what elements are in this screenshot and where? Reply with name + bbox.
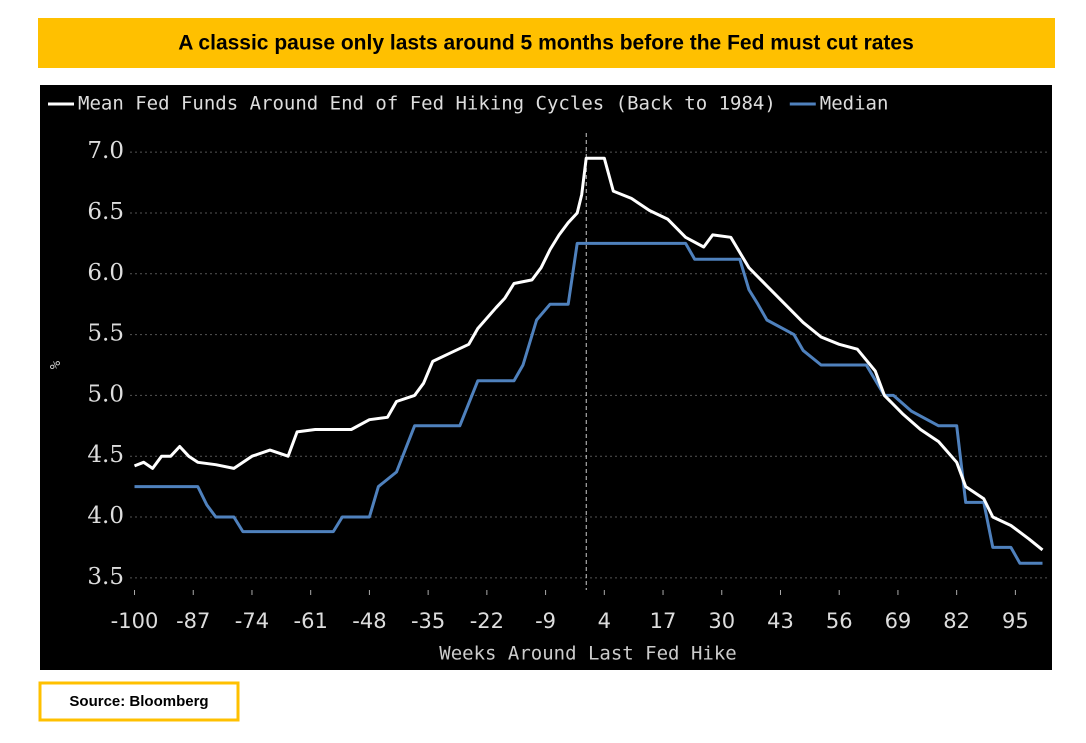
series-line xyxy=(133,156,1044,552)
x-tick-label: 17 xyxy=(650,609,677,633)
legend-label: Median xyxy=(820,93,889,115)
x-tick-label: 4 xyxy=(598,609,611,633)
x-tick-label: 69 xyxy=(885,609,912,633)
x-tick-label: -48 xyxy=(352,609,386,633)
x-tick-label: 43 xyxy=(767,609,794,633)
x-axis-label: Weeks Around Last Fed Hike xyxy=(439,643,736,665)
y-tick-label: 4.0 xyxy=(87,503,124,529)
y-tick-label: 6.5 xyxy=(87,199,124,225)
x-tick-label: 82 xyxy=(943,609,970,633)
y-tick-label: 7.0 xyxy=(87,138,124,164)
x-tick-label: 30 xyxy=(708,609,735,633)
x-tick-label: -9 xyxy=(535,609,556,633)
x-tick-label: -35 xyxy=(411,609,445,633)
x-tick-label: -61 xyxy=(294,609,328,633)
chart-background xyxy=(40,85,1052,670)
y-tick-label: 5.0 xyxy=(87,381,124,407)
x-tick-label: 95 xyxy=(1002,609,1029,633)
y-tick-label: 3.5 xyxy=(87,564,124,590)
y-tick-label: 5.5 xyxy=(87,321,124,347)
source-box xyxy=(38,681,240,722)
chart-title: A classic pause only lasts around 5 mont… xyxy=(178,32,914,55)
x-tick-label: -22 xyxy=(470,609,504,633)
y-tick-label: 6.0 xyxy=(87,260,124,286)
series-line xyxy=(134,241,1043,565)
source-note: Source: Bloomberg xyxy=(69,693,208,710)
x-tick-label: -74 xyxy=(235,609,269,633)
y-tick-label: 4.5 xyxy=(87,442,124,468)
y-axis-label: % xyxy=(48,360,64,369)
x-tick-label: -87 xyxy=(176,609,210,633)
legend-label: Mean Fed Funds Around End of Fed Hiking … xyxy=(78,93,776,115)
x-tick-label: 56 xyxy=(826,609,853,633)
x-tick-label: -100 xyxy=(111,609,159,633)
title-banner xyxy=(38,18,1055,68)
